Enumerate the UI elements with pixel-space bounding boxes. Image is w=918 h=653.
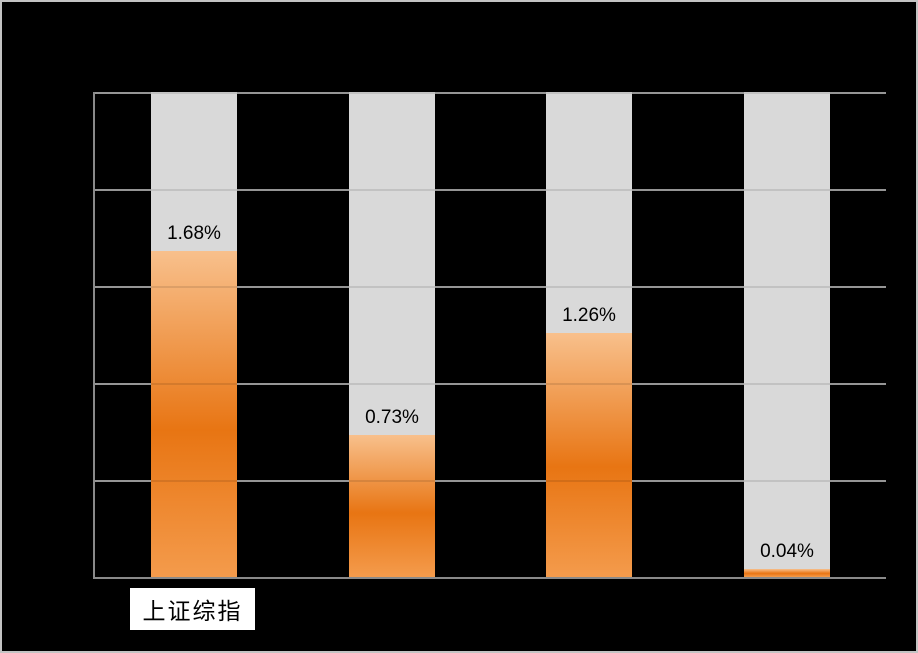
gridline-2: [95, 286, 886, 288]
bar-fill-2: [349, 435, 435, 577]
plot-area: 1.68% 0.73% 1.26% 0.04%: [93, 92, 886, 579]
bar-fill-3: [546, 333, 632, 577]
data-label-2: 0.73%: [365, 407, 419, 428]
gridline-overlay-1: [95, 189, 886, 191]
bar-fill-1: [151, 251, 237, 577]
gridline-overlay-3: [95, 383, 886, 385]
gridline-overlay-4: [95, 480, 886, 482]
category-label-text: 上证综指: [142, 599, 243, 624]
bar-track-4: [744, 92, 830, 577]
gridline-overlay-2: [95, 286, 886, 288]
gridline-0: [95, 92, 886, 94]
x-axis-line: [95, 577, 886, 579]
gridline-4: [95, 480, 886, 482]
bar-fill-4: [744, 569, 830, 577]
y-axis-line: [93, 92, 95, 579]
data-label-1: 1.68%: [167, 223, 221, 244]
category-label-box: 上证综指: [130, 588, 255, 630]
data-label-3: 1.26%: [562, 305, 616, 326]
data-label-4: 0.04%: [760, 541, 814, 562]
gridline-1: [95, 189, 886, 191]
gridline-3: [95, 383, 886, 385]
gridline-overlay-0: [95, 92, 886, 94]
